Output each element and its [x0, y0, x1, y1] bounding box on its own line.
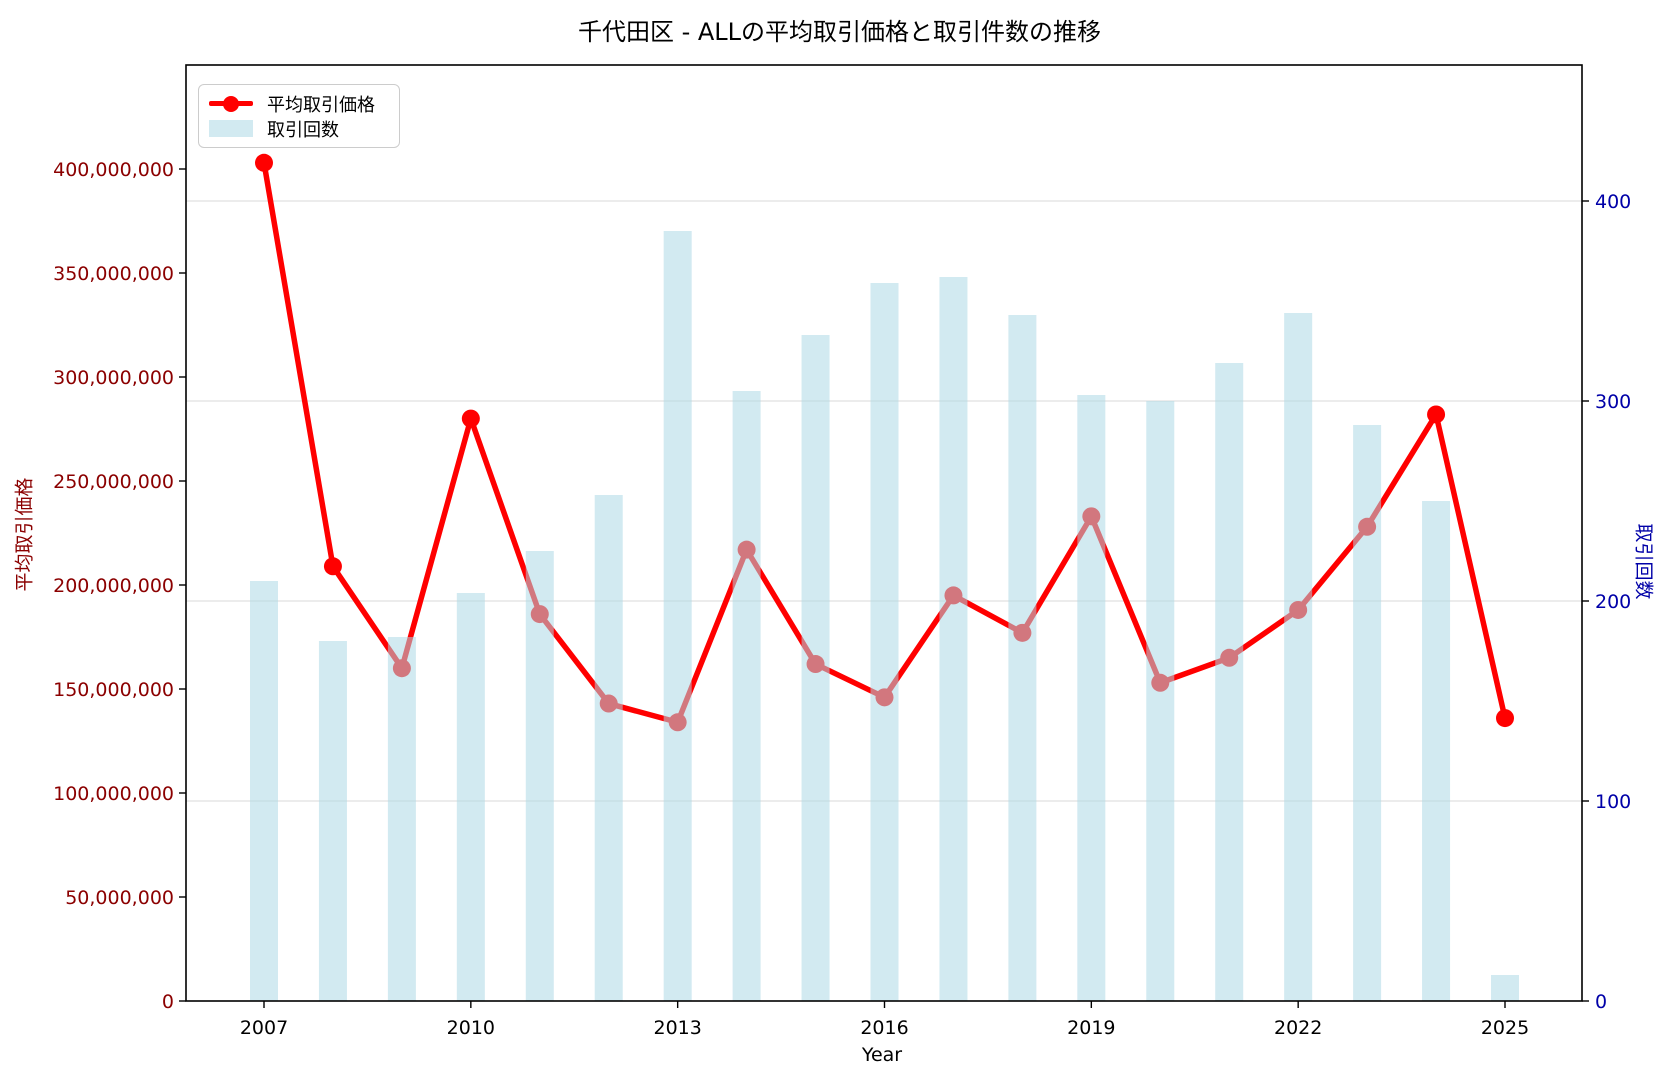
- x-tick-label: 2013: [653, 1017, 701, 1039]
- x-axis-title: Year: [861, 1044, 903, 1066]
- chart-title: 千代田区 - ALLの平均取引価格と取引件数の推移: [577, 18, 1102, 46]
- legend-label-price: 平均取引価格: [267, 94, 375, 116]
- y-right-tick-label: 0: [1595, 991, 1607, 1013]
- y-right-tick-label: 300: [1595, 391, 1631, 413]
- y-right-axis-title: 取引回数: [1632, 523, 1655, 600]
- count-bar: [456, 593, 485, 1001]
- count-bar: [1353, 425, 1382, 1001]
- price-marker: [255, 153, 273, 172]
- legend-item-count: 取引回数: [209, 117, 389, 141]
- count-bar: [1422, 501, 1451, 1001]
- y-left-tick-label: 150,000,000: [53, 679, 174, 701]
- price-marker: [461, 409, 480, 428]
- x-tick-label: 2019: [1067, 1017, 1115, 1039]
- count-bar: [1146, 401, 1175, 1001]
- price-marker: [1496, 709, 1514, 728]
- count-bar: [250, 581, 278, 1001]
- y-right-tick-label: 200: [1595, 591, 1631, 613]
- count-bar: [318, 641, 347, 1001]
- line-swatch-icon: [209, 95, 253, 112]
- count-bar: [594, 495, 623, 1001]
- count-bar: [801, 335, 830, 1001]
- x-tick-label: 2022: [1274, 1017, 1322, 1039]
- count-bar: [870, 283, 899, 1001]
- x-tick-label: 2016: [860, 1017, 908, 1039]
- count-bar: [525, 551, 554, 1001]
- price-marker: [1427, 405, 1446, 424]
- legend-item-price: 平均取引価格: [209, 92, 389, 116]
- count-bar: [1491, 975, 1519, 1001]
- count-bar: [1215, 363, 1244, 1001]
- y-right-tick-label: 400: [1595, 191, 1631, 213]
- y-left-tick-label: 0: [162, 991, 174, 1013]
- y-left-tick-label: 400,000,000: [53, 159, 174, 181]
- y-left-tick-label: 200,000,000: [53, 575, 174, 597]
- count-bar: [1284, 313, 1313, 1001]
- count-bar: [1077, 395, 1106, 1001]
- count-bar: [1008, 315, 1037, 1001]
- y-left-tick-label: 250,000,000: [53, 471, 174, 493]
- count-bar: [939, 277, 968, 1001]
- x-tick-label: 2025: [1481, 1017, 1529, 1039]
- y-left-tick-label: 50,000,000: [65, 887, 174, 909]
- y-left-tick-label: 300,000,000: [53, 367, 174, 389]
- bar-swatch-icon: [209, 120, 253, 137]
- x-tick-label: 2010: [447, 1017, 495, 1039]
- x-tick-label: 2007: [240, 1017, 288, 1039]
- y-left-tick-label: 350,000,000: [53, 263, 174, 285]
- count-bar: [732, 391, 761, 1001]
- price-marker: [323, 557, 342, 576]
- y-left-axis-title: 平均取引価格: [13, 477, 36, 592]
- y-right-tick-label: 100: [1595, 791, 1631, 813]
- count-bar: [663, 231, 692, 1001]
- chart-legend: 平均取引価格 取引回数: [198, 84, 400, 148]
- count-bar: [387, 637, 416, 1001]
- y-left-tick-label: 100,000,000: [53, 783, 174, 805]
- legend-label-count: 取引回数: [267, 119, 339, 141]
